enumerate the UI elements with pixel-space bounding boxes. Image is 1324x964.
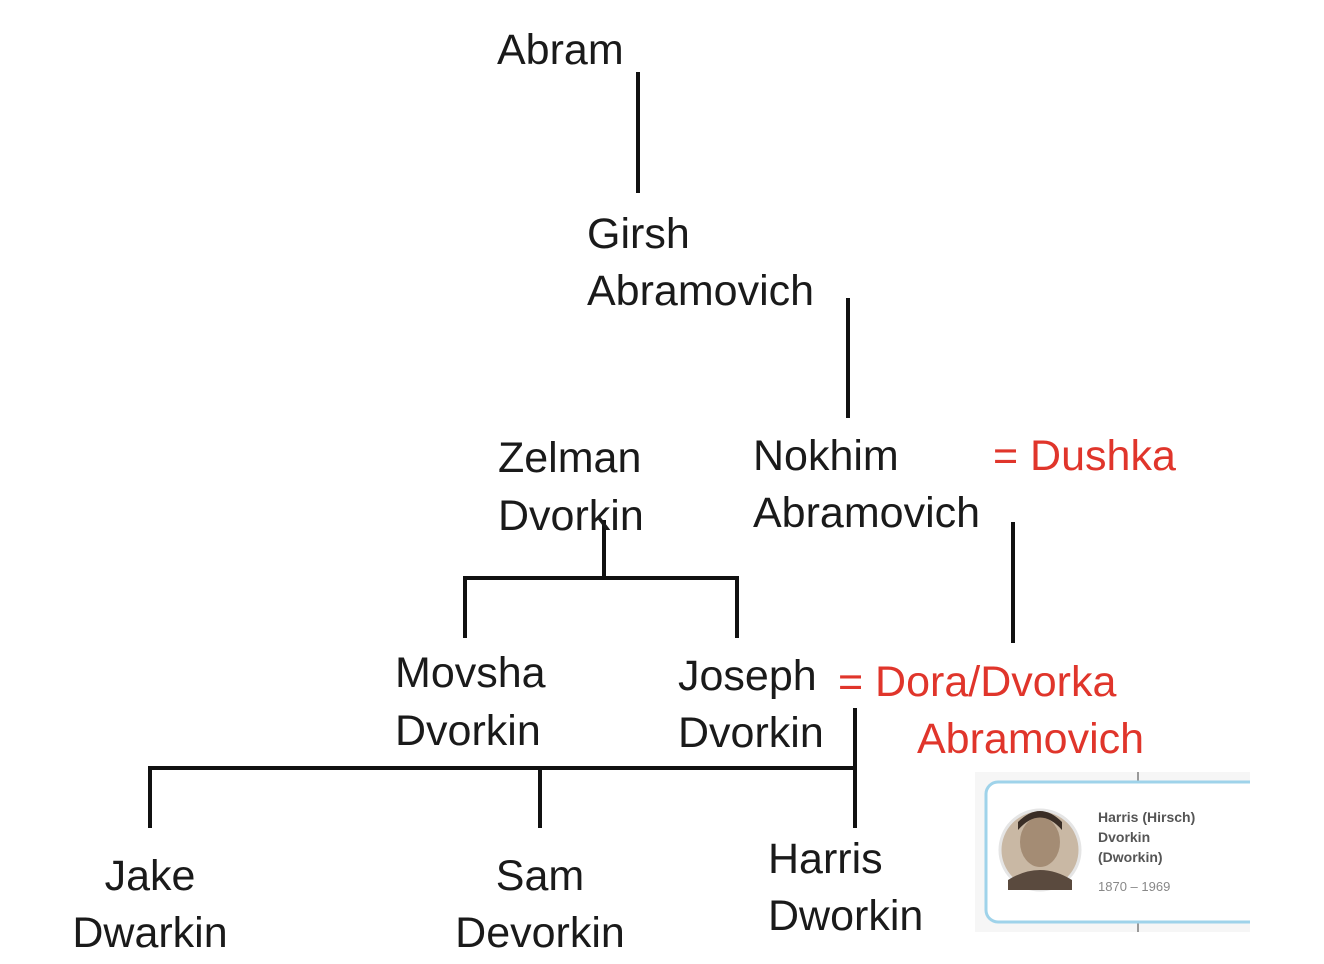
person-name: Dworkin	[768, 892, 923, 940]
person-name: Zelman	[498, 434, 641, 482]
person-name: Nokhim	[753, 432, 899, 480]
spouse-name: = Dora/Dvorka	[838, 658, 1116, 706]
person-name: Jake	[105, 852, 196, 900]
card-name: Harris (Hirsch)	[1098, 809, 1195, 825]
person-name: Joseph	[678, 652, 817, 700]
photo-shoulders	[1008, 870, 1072, 890]
person-name: Abram	[497, 26, 624, 74]
connectors	[148, 72, 1015, 828]
person-name: Abramovich	[753, 489, 980, 537]
spouse-name: = Dushka	[993, 432, 1176, 480]
person-name: Abramovich	[587, 267, 814, 315]
card-name: (Dworkin)	[1098, 849, 1163, 865]
person-name: Dwarkin	[72, 909, 227, 957]
person-name: Sam	[496, 852, 584, 900]
person-name: Devorkin	[455, 909, 625, 957]
person-name: Movsha	[395, 649, 546, 697]
card-dates: 1870 – 1969	[1098, 879, 1170, 894]
card-crop	[1250, 770, 1324, 940]
person-name: Harris	[768, 835, 883, 883]
person-name: Dvorkin	[395, 707, 541, 755]
person-name: Dvorkin	[678, 709, 824, 757]
person-name: Girsh	[587, 210, 690, 258]
profile-card: Harris (Hirsch) Dvorkin (Dworkin) 1870 –…	[975, 770, 1324, 940]
card-name: Dvorkin	[1098, 829, 1150, 845]
spouse-name: Abramovich	[917, 715, 1144, 763]
person-name: Dvorkin	[498, 492, 644, 540]
photo-hair	[1018, 811, 1062, 830]
photo-face	[1020, 817, 1060, 867]
